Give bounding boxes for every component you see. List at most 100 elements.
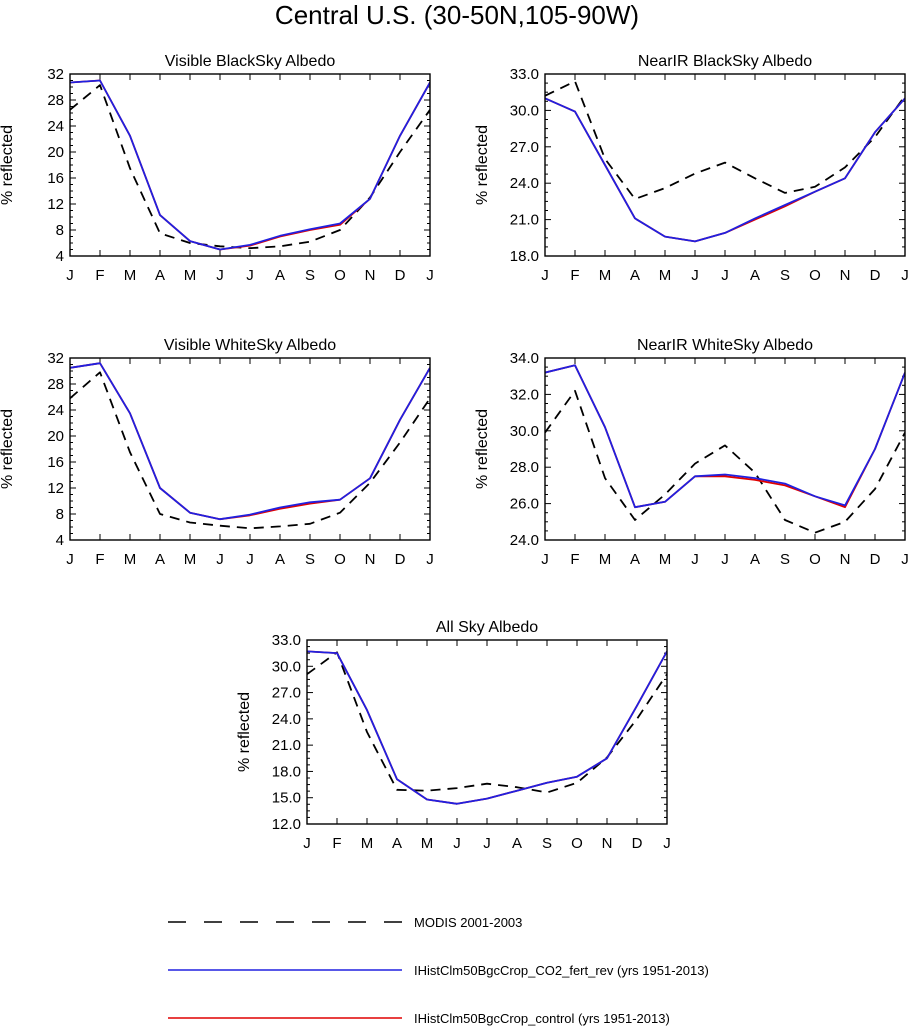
x-tick-label: D (870, 551, 881, 568)
series-line-control (545, 364, 905, 509)
x-tick-label: N (840, 551, 851, 568)
x-tick-label: M (659, 551, 672, 568)
series-line-co2-fert-rev (307, 650, 667, 805)
y-tick-label: 30.0 (510, 102, 539, 119)
x-tick-label: S (305, 267, 315, 284)
x-tick-label: J (216, 267, 224, 284)
chart-panel-2: NearIR BlackSky Albedo % reflected 18.0 21.… (474, 53, 909, 284)
x-tick-label: D (395, 551, 406, 568)
x-tick-label: M (184, 551, 197, 568)
x-tick-label: F (570, 267, 579, 284)
y-tick-label: 28 (47, 92, 64, 109)
y-tick-label: 26.0 (510, 496, 539, 513)
x-tick-label: M (361, 835, 374, 852)
plot-frame (544, 357, 906, 541)
x-tick-label: J (541, 267, 549, 284)
y-tick-label: 33.0 (510, 66, 539, 83)
y-tick-label: 21.0 (510, 212, 539, 229)
x-tick-label: F (95, 267, 104, 284)
y-tick-label: 12 (47, 196, 64, 213)
series-line-control (307, 650, 667, 805)
x-tick-label: S (780, 551, 790, 568)
plot-frame (306, 639, 668, 825)
x-tick-label: M (599, 551, 612, 568)
y-tick-label: 28.0 (510, 459, 539, 476)
y-tick-label: 12 (47, 480, 64, 497)
x-tick-label: J (246, 267, 254, 284)
x-tick-label: A (750, 551, 760, 568)
series-line-co2-fert-rev (545, 364, 905, 509)
series-line-control (70, 362, 430, 521)
x-tick-label: M (659, 267, 672, 284)
x-tick-label: J (453, 835, 461, 852)
x-tick-label: J (721, 267, 729, 284)
x-tick-label: J (483, 835, 491, 852)
y-tick-label: 27.0 (510, 139, 539, 156)
x-tick-label: J (66, 551, 74, 568)
chart-title: Visible BlackSky Albedo (165, 53, 336, 70)
x-tick-label: S (542, 835, 552, 852)
x-tick-label: M (421, 835, 434, 852)
series-line-modis (545, 80, 905, 200)
chart-panel-4: NearIR WhiteSky Albedo % reflected 24.0 26.… (474, 337, 909, 568)
y-tick-label: 34.0 (510, 350, 539, 367)
y-tick-label: 18.0 (510, 248, 539, 265)
y-tick-label: 27.0 (272, 685, 301, 702)
y-tick-label: 20 (47, 428, 64, 445)
x-tick-label: J (721, 551, 729, 568)
x-tick-label: J (426, 267, 434, 284)
series-line-co2-fert-rev (545, 97, 905, 243)
y-tick-label: 20 (47, 144, 64, 161)
x-tick-label: J (426, 551, 434, 568)
x-tick-label: M (124, 267, 137, 284)
x-tick-label: A (630, 267, 640, 284)
y-tick-label: 24.0 (272, 711, 301, 728)
x-tick-label: A (155, 267, 165, 284)
series-line-modis (70, 84, 430, 250)
x-tick-label: A (512, 835, 522, 852)
series-line-control (70, 79, 430, 251)
x-tick-label: J (663, 835, 671, 852)
x-tick-label: S (780, 267, 790, 284)
x-tick-label: D (870, 267, 881, 284)
y-tick-label: 30.0 (510, 423, 539, 440)
x-tick-label: O (809, 267, 821, 284)
series-line-co2-fert-rev (70, 362, 430, 521)
legend-label-3: IHistClm50BgcCrop_control (yrs 1951-2013… (414, 1011, 670, 1026)
plot-frame (69, 73, 431, 257)
x-tick-label: A (275, 267, 285, 284)
x-tick-label: J (901, 267, 909, 284)
x-tick-label: S (305, 551, 315, 568)
y-tick-label: 24.0 (510, 175, 539, 192)
y-tick-label: 15.0 (272, 790, 301, 807)
x-tick-label: D (632, 835, 643, 852)
y-tick-label: 33.0 (272, 632, 301, 649)
legend: MODIS 2001-2003 IHistClm50BgcCrop_CO2_fer… (168, 915, 709, 1026)
chart-title: Visible WhiteSky Albedo (164, 337, 336, 354)
x-tick-label: A (750, 267, 760, 284)
plot-frame (544, 73, 906, 257)
x-tick-label: F (332, 835, 341, 852)
legend-label-2: IHistClm50BgcCrop_CO2_fert_rev (yrs 1951… (414, 963, 709, 978)
y-tick-label: 24 (47, 402, 64, 419)
y-axis-label: % reflected (0, 409, 16, 489)
y-tick-label: 4 (56, 248, 64, 265)
series-line-modis (307, 651, 667, 794)
x-tick-label: J (66, 267, 74, 284)
y-tick-label: 8 (56, 506, 64, 523)
y-axis-label: % reflected (0, 125, 16, 205)
x-tick-label: J (303, 835, 311, 852)
y-tick-label: 32 (47, 350, 64, 367)
y-tick-label: 24 (47, 118, 64, 135)
x-tick-label: O (571, 835, 583, 852)
x-tick-label: M (184, 267, 197, 284)
x-tick-label: J (901, 551, 909, 568)
x-tick-label: J (691, 267, 699, 284)
x-tick-label: N (602, 835, 613, 852)
x-tick-label: J (541, 551, 549, 568)
x-tick-label: F (95, 551, 104, 568)
x-tick-label: A (275, 551, 285, 568)
y-tick-label: 30.0 (272, 658, 301, 675)
x-tick-label: O (334, 551, 346, 568)
